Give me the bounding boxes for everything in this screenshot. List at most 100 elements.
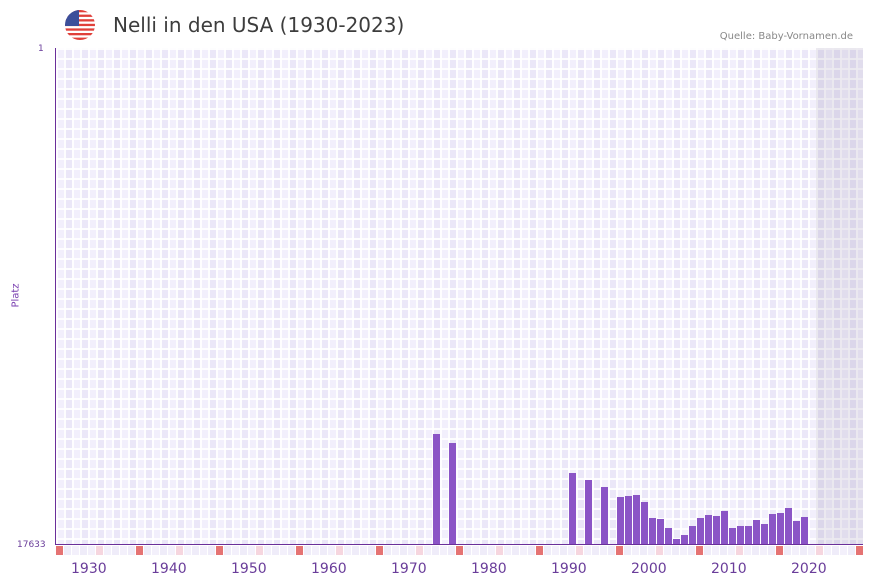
year-marker [304,546,311,555]
bar-2010[interactable] [713,516,720,545]
bar-2013[interactable] [737,526,744,545]
year-marker [816,546,823,555]
bar-2001[interactable] [641,502,648,545]
year-marker [488,546,495,555]
bar-2016[interactable] [761,524,768,545]
year-marker [88,546,95,555]
year-marker [184,546,191,555]
year-marker [536,546,543,555]
year-marker [232,546,239,555]
year-marker [112,546,119,555]
year-marker [136,546,143,555]
bar-2004[interactable] [665,528,672,545]
bar-1994[interactable] [585,480,592,545]
year-marker [824,546,831,555]
y-axis-top-label: 1 [38,44,44,54]
year-marker [56,546,63,555]
year-marker [336,546,343,555]
future-years-shade [816,48,863,545]
year-marker [272,546,279,555]
year-marker [704,546,711,555]
year-marker [400,546,407,555]
year-marker [432,546,439,555]
year-marker [144,546,151,555]
source-link[interactable]: Quelle: Baby-Vornamen.de [719,31,853,42]
year-marker [560,546,567,555]
year-marker [264,546,271,555]
bar-2020[interactable] [793,521,800,545]
year-marker [456,546,463,555]
year-marker [800,546,807,555]
year-marker [408,546,415,555]
year-marker [360,546,367,555]
year-marker [312,546,319,555]
bar-2003[interactable] [657,519,664,545]
plot-area [56,48,863,545]
year-marker [376,546,383,555]
year-marker [424,546,431,555]
bar-2000[interactable] [633,495,640,545]
year-marker [504,546,511,555]
year-marker [648,546,655,555]
grid-background [56,48,863,545]
year-marker [672,546,679,555]
year-marker [416,546,423,555]
year-marker [736,546,743,555]
year-marker [160,546,167,555]
year-marker [208,546,215,555]
year-marker [80,546,87,555]
year-marker [472,546,479,555]
bar-2012[interactable] [729,528,736,545]
bar-2011[interactable] [721,511,728,545]
year-marker [320,546,327,555]
year-marker [680,546,687,555]
year-marker [280,546,287,555]
bar-2014[interactable] [745,526,752,545]
x-tick-label: 1960 [311,561,347,577]
year-marker [584,546,591,555]
bar-2009[interactable] [705,515,712,545]
bar-2021[interactable] [801,517,808,545]
bar-2007[interactable] [689,526,696,545]
bar-1996[interactable] [601,487,608,545]
year-marker [328,546,335,555]
x-tick-label: 2010 [711,561,747,577]
bar-2008[interactable] [697,518,704,545]
year-marker [128,546,135,555]
x-tick-label: 2000 [631,561,667,577]
year-marker [712,546,719,555]
year-marker [768,546,775,555]
bar-2006[interactable] [681,535,688,545]
bar-2005[interactable] [673,539,680,545]
year-marker [840,546,847,555]
year-marker [440,546,447,555]
bar-2015[interactable] [753,520,760,545]
year-marker [216,546,223,555]
bar-2019[interactable] [785,508,792,545]
year-marker [688,546,695,555]
bar-2018[interactable] [777,513,784,545]
year-marker [392,546,399,555]
year-marker [448,546,455,555]
x-tick-label: 2020 [791,561,827,577]
bar-1992[interactable] [569,473,576,545]
year-marker [776,546,783,555]
bar-1999[interactable] [625,496,632,545]
year-marker [632,546,639,555]
year-marker [592,546,599,555]
bar-2017[interactable] [769,514,776,545]
year-marker [752,546,759,555]
year-marker [512,546,519,555]
bar-1977[interactable] [449,443,456,545]
bar-1998[interactable] [617,497,624,545]
x-tick-label: 1970 [391,561,427,577]
bar-1975[interactable] [433,434,440,545]
y-axis-line [55,48,56,545]
year-marker [104,546,111,555]
bar-2002[interactable] [649,518,656,545]
year-marker [832,546,839,555]
year-marker [792,546,799,555]
year-marker [72,546,79,555]
x-tick-label: 1950 [231,561,267,577]
year-marker [200,546,207,555]
